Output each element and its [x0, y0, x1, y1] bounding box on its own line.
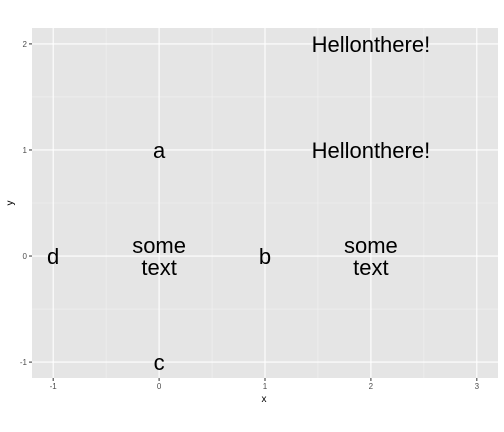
x-tick-label: 0 [157, 382, 162, 391]
x-tick-label: -1 [50, 382, 58, 391]
y-tick-label: 2 [23, 40, 28, 49]
point-text-line: d [47, 244, 59, 269]
point-text-line: Hellonthere! [312, 32, 431, 57]
point-text-label: some text [132, 233, 186, 280]
point-text-label: some text [344, 233, 398, 280]
point-text-label: d [47, 244, 59, 269]
point-text-label: a [153, 138, 166, 163]
point-text-label: b [259, 244, 271, 269]
x-tick-label: 2 [369, 382, 374, 391]
point-text-line: text [141, 255, 176, 280]
point-text-line: text [353, 255, 388, 280]
point-text-label: Hellonthere! [312, 138, 431, 163]
x-tick-label: 1 [263, 382, 268, 391]
x-tick-label: 3 [475, 382, 480, 391]
x-axis-title: x [262, 394, 267, 405]
y-tick-label: 0 [23, 252, 28, 261]
point-text-line: b [259, 244, 271, 269]
point-text-label: c [154, 350, 165, 375]
y-tick-label: -1 [20, 358, 28, 367]
axis-ticks [29, 43, 478, 381]
major-gridlines [32, 28, 498, 378]
point-text-line: some [344, 233, 398, 258]
y-tick-label: 1 [23, 146, 28, 155]
point-text-label: Hellonthere! [312, 32, 431, 57]
point-text-line: c [154, 350, 165, 375]
y-axis-title: y [5, 201, 16, 206]
point-text-line: some [132, 233, 186, 258]
point-text-line: a [153, 138, 166, 163]
point-text-line: Hellonthere! [312, 138, 431, 163]
tick-labels: -1 0 1 2 3 -1 0 1 2 [20, 40, 480, 391]
